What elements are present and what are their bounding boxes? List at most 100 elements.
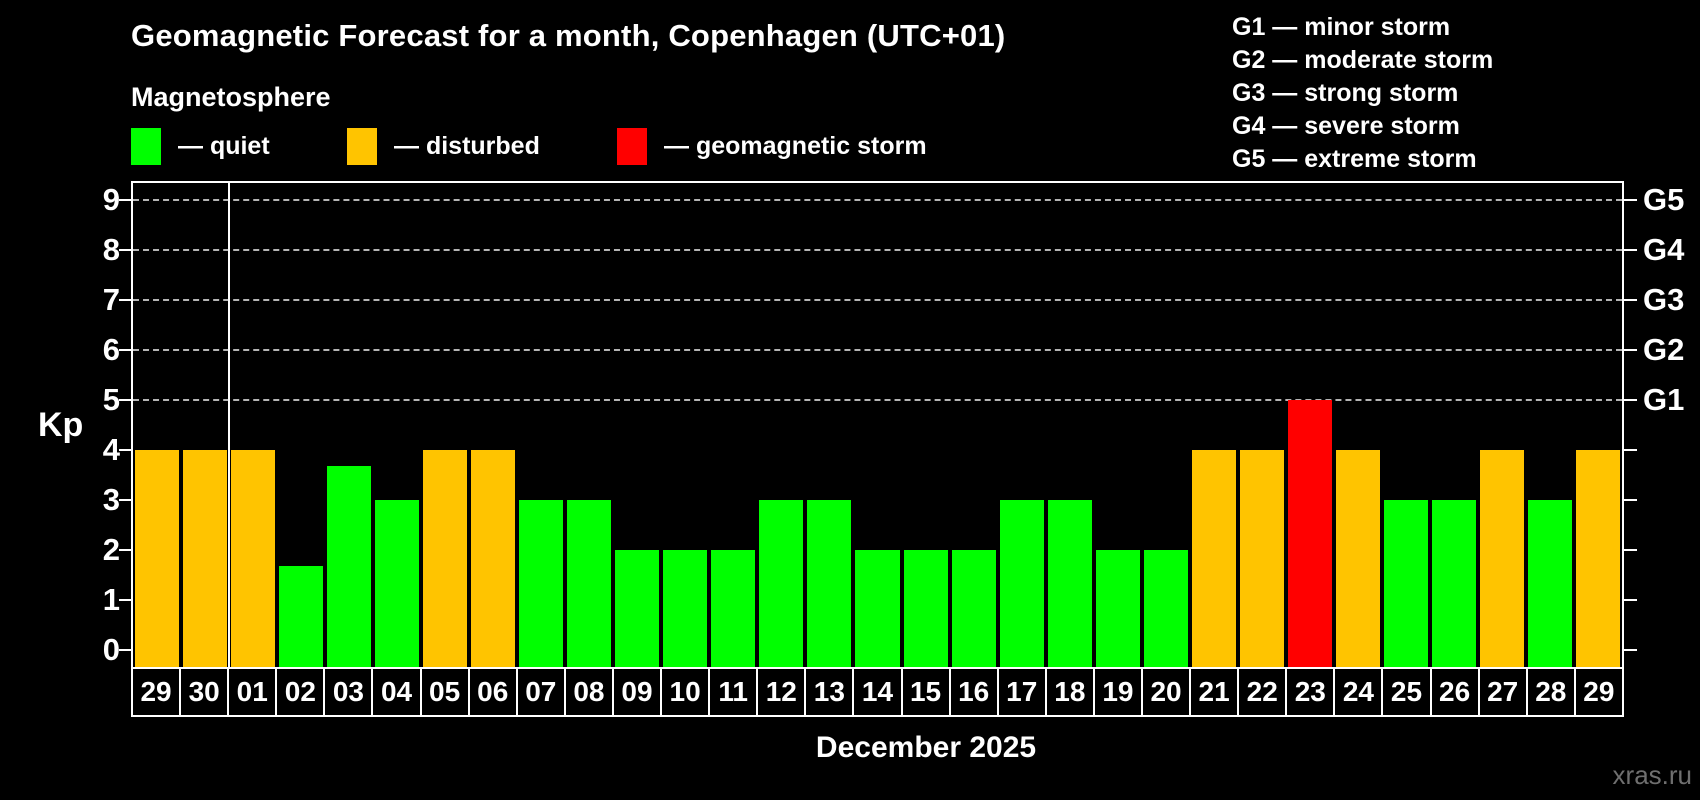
kp-bar-11	[711, 549, 756, 667]
date-cell-29: 29	[133, 669, 182, 715]
y-tick-label-5: 5	[102, 381, 120, 417]
date-cell-04: 04	[373, 669, 422, 715]
kp-bar-13	[807, 499, 852, 667]
storm-color-swatch-icon	[617, 127, 647, 165]
date-cell-30: 30	[181, 669, 230, 715]
kp-bar-02	[279, 566, 324, 667]
x-axis-title: December 2025	[815, 731, 1037, 764]
storm-scale-line-g2: G2 — moderate storm	[1232, 46, 1494, 74]
date-cell-25: 25	[1383, 669, 1432, 715]
quiet-color-swatch-icon	[131, 127, 161, 165]
date-cell-23: 23	[1287, 669, 1336, 715]
date-cell-12: 12	[758, 669, 807, 715]
disturbed-color-swatch-icon	[347, 127, 377, 165]
kp-bar-01	[231, 449, 276, 667]
g-scale-label-g3: G3	[1643, 281, 1685, 317]
date-cell-21: 21	[1191, 669, 1240, 715]
y-tick-left-8	[119, 248, 132, 251]
date-cell-17: 17	[999, 669, 1047, 715]
date-cell-05: 05	[422, 669, 470, 715]
y-tick-left-1	[119, 598, 132, 601]
kp-bar-16	[951, 549, 996, 667]
kp-bar-03	[327, 466, 372, 667]
kp-bar-08	[567, 499, 612, 667]
date-cell-07: 07	[518, 669, 566, 715]
y-tick-left-2	[119, 548, 132, 551]
chart-subtitle: Magnetosphere	[131, 82, 331, 112]
y-tick-label-3: 3	[102, 481, 120, 517]
watermark: xras.ru	[1612, 760, 1692, 790]
y-tick-right-5	[1622, 398, 1637, 401]
kp-bar-06	[471, 449, 516, 667]
date-cell-26: 26	[1432, 669, 1480, 715]
y-axis-title: Kp	[38, 406, 84, 444]
y-tick-label-7: 7	[102, 281, 120, 317]
date-cell-08: 08	[566, 669, 614, 715]
y-tick-left-0	[119, 648, 132, 651]
kp-bar-29	[135, 449, 180, 667]
y-tick-label-1: 1	[102, 581, 120, 617]
month-separator-line	[228, 183, 231, 667]
y-tick-left-9	[119, 198, 132, 201]
y-tick-right-3	[1622, 498, 1637, 501]
g-scale-label-g5: G5	[1643, 181, 1685, 217]
legend-item-quiet: — quiet	[131, 127, 270, 165]
storm-scale-line-g3: G3 — strong storm	[1232, 79, 1459, 107]
date-cell-27: 27	[1480, 669, 1528, 715]
y-tick-left-7	[119, 298, 132, 301]
plot-area	[131, 181, 1624, 669]
y-tick-right-0	[1622, 648, 1637, 651]
legend-label-disturbed: — disturbed	[394, 131, 540, 160]
y-tick-label-0: 0	[102, 631, 120, 667]
y-tick-right-2	[1622, 548, 1637, 551]
chart-title: Geomagnetic Forecast for a month, Copenh…	[131, 18, 1006, 53]
date-cell-22: 22	[1239, 669, 1288, 715]
kp-bar-19	[1095, 549, 1140, 667]
x-axis-date-row: 29 30 01 02 03 04 05 06 07 08 09 10 11 12 13 14 15 16 17 18…	[131, 667, 1624, 717]
y-tick-label-6: 6	[102, 331, 120, 367]
storm-scale-line-g4: G4 — severe storm	[1232, 112, 1460, 140]
kp-bar-15	[903, 549, 948, 667]
gridline-kp-9	[133, 198, 1622, 201]
date-cell-19: 19	[1095, 669, 1143, 715]
date-cell-16: 16	[951, 669, 999, 715]
date-cell-18: 18	[1047, 669, 1095, 715]
kp-bar-29	[1575, 449, 1620, 667]
date-cell-14: 14	[854, 669, 903, 715]
y-tick-right-4	[1622, 448, 1637, 451]
kp-bar-07	[519, 499, 564, 667]
g-scale-label-g4: G4	[1643, 231, 1685, 267]
date-cell-10: 10	[662, 669, 711, 715]
kp-bar-23	[1287, 399, 1332, 667]
kp-bar-18	[1047, 499, 1092, 667]
kp-bar-21	[1191, 449, 1236, 667]
kp-bar-26	[1431, 499, 1476, 667]
date-cell-02: 02	[277, 669, 326, 715]
y-tick-right-9	[1622, 198, 1637, 201]
legend-label-storm: — geomagnetic storm	[664, 131, 927, 160]
kp-bar-22	[1239, 449, 1284, 667]
legend-item-storm: — geomagnetic storm	[617, 127, 927, 165]
storm-scale-line-g5: G5 — extreme storm	[1232, 145, 1477, 173]
y-tick-label-8: 8	[102, 231, 120, 267]
legend-label-quiet: — quiet	[178, 131, 270, 160]
kp-bar-10	[663, 549, 708, 667]
gridline-kp-7	[133, 298, 1622, 301]
date-cell-15: 15	[903, 669, 951, 715]
y-tick-left-6	[119, 348, 132, 351]
kp-bar-09	[615, 549, 660, 667]
y-tick-right-8	[1622, 248, 1637, 251]
date-cell-09: 09	[614, 669, 663, 715]
kp-bar-14	[855, 549, 900, 667]
storm-scale-legend: G1 — minor storm G2 — moderate storm G3 …	[1232, 11, 1493, 176]
kp-bar-17	[999, 499, 1044, 667]
date-cell-06: 06	[470, 669, 518, 715]
date-cell-28: 28	[1528, 669, 1576, 715]
gridline-kp-6	[133, 348, 1622, 351]
kp-bar-04	[375, 499, 420, 667]
date-cell-20: 20	[1143, 669, 1192, 715]
y-tick-left-4	[119, 448, 132, 451]
y-tick-left-3	[119, 498, 132, 501]
g-scale-label-g2: G2	[1643, 331, 1685, 367]
kp-bar-05	[423, 449, 468, 667]
